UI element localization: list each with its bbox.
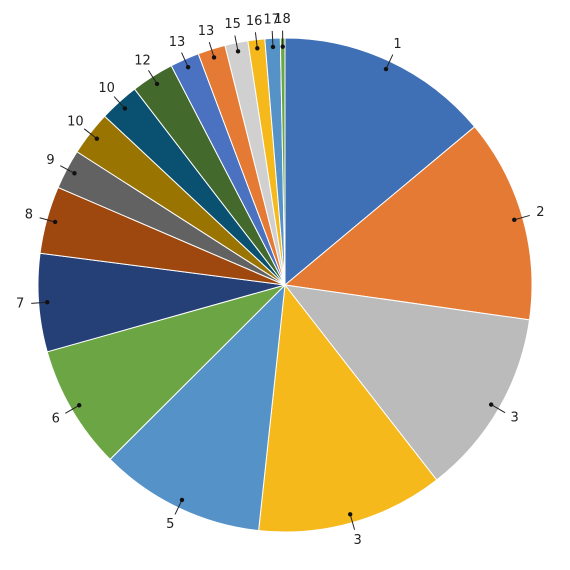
leader-dot — [255, 46, 260, 51]
leader-line — [514, 214, 530, 221]
slice-label: 2 — [536, 205, 544, 220]
leader-dot — [94, 136, 100, 141]
leader-line — [181, 52, 189, 68]
leader-line — [349, 514, 356, 530]
slice-label: 3 — [511, 411, 519, 426]
slice-label: 16 — [246, 14, 263, 29]
slice-label: 17 — [263, 12, 280, 27]
leader-dot — [488, 402, 494, 407]
slice-label: 18 — [274, 12, 291, 27]
leader-line — [254, 32, 258, 49]
leader-dot — [280, 44, 285, 49]
leader-dot — [512, 217, 517, 223]
leader-dot — [185, 65, 191, 70]
leader-dot — [270, 44, 276, 50]
leader-line — [39, 217, 56, 223]
slice-label: 5 — [166, 517, 174, 532]
slice-label: 15 — [224, 17, 241, 32]
leader-line — [148, 70, 158, 85]
slice-label: 13 — [198, 24, 215, 39]
leader-dot — [122, 106, 128, 111]
leader-line — [174, 499, 183, 515]
slice-label: 7 — [16, 297, 24, 312]
leader-dot — [77, 403, 82, 408]
leader-line — [60, 165, 75, 174]
slice-label: 1 — [393, 37, 401, 52]
leader-line — [208, 41, 215, 58]
leader-line — [271, 30, 274, 47]
leader-dot — [383, 66, 389, 72]
leader-line — [65, 404, 80, 414]
leader-dot — [211, 55, 217, 60]
leader-dot — [179, 497, 185, 503]
slice-label: 6 — [52, 411, 60, 426]
leader-dot — [154, 81, 160, 87]
leader-dot — [347, 512, 353, 517]
leader-dot — [45, 300, 50, 305]
leader-dot — [235, 49, 241, 54]
slice-label: 3 — [353, 533, 361, 548]
slice-label: 13 — [169, 35, 186, 50]
leader-line — [113, 96, 126, 109]
slice-label: 8 — [25, 207, 33, 222]
leader-line — [83, 128, 98, 140]
leader-line — [234, 35, 239, 52]
leader-dot — [72, 171, 77, 176]
slice-label: 10 — [98, 81, 115, 96]
leader-dot — [52, 219, 58, 225]
leader-line — [385, 54, 394, 70]
slice-label: 12 — [134, 53, 151, 68]
leader-line — [490, 404, 506, 414]
slice-label: 10 — [67, 114, 84, 129]
slice-label: 9 — [46, 153, 54, 168]
leader-line — [31, 301, 48, 304]
